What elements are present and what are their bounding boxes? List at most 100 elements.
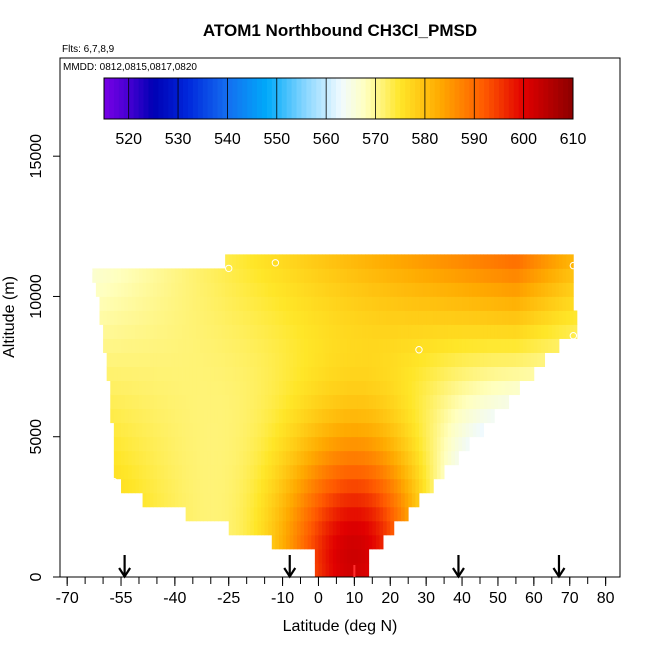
- heatmap-cell: [289, 310, 294, 325]
- heatmap-cell: [426, 310, 431, 325]
- heatmap-cell: [275, 506, 280, 522]
- heatmap-cell: [264, 380, 269, 396]
- heatmap-cell: [221, 380, 226, 396]
- heatmap-cell: [322, 450, 327, 466]
- heatmap-cell: [318, 366, 323, 382]
- heatmap-cell: [541, 324, 546, 339]
- heatmap-cell: [196, 422, 201, 438]
- heatmap-cell: [490, 268, 495, 283]
- heatmap-cell: [365, 394, 370, 410]
- heatmap-cell: [264, 310, 269, 325]
- heatmap-cell: [293, 352, 298, 367]
- heatmap-cell: [296, 324, 301, 339]
- colorbar-swatch: [108, 78, 115, 119]
- heatmap-cell: [131, 478, 136, 494]
- heatmap-cell: [268, 338, 273, 353]
- heatmap-cell: [361, 282, 366, 297]
- heatmap-cell: [235, 338, 240, 353]
- heatmap-cell: [192, 408, 197, 424]
- heatmap-cell: [336, 310, 341, 325]
- heatmap-cell: [354, 324, 359, 339]
- heatmap-cell: [361, 534, 366, 550]
- heatmap-cell: [497, 338, 502, 353]
- heatmap-cell: [189, 394, 194, 410]
- heatmap-cell: [401, 478, 406, 494]
- heatmap-cell: [271, 366, 276, 382]
- heatmap-cell: [192, 450, 197, 466]
- heatmap-cell: [232, 380, 237, 396]
- heatmap-cell: [189, 492, 194, 508]
- heatmap-cell: [447, 338, 452, 353]
- heatmap-cell: [368, 268, 373, 283]
- heatmap-cell: [164, 324, 169, 339]
- heatmap-cell: [304, 352, 309, 367]
- heatmap-cell: [340, 520, 344, 536]
- heatmap-cell: [221, 338, 226, 353]
- colorbar-swatch: [444, 78, 450, 119]
- heatmap-cell: [253, 422, 258, 438]
- heatmap-cell: [555, 282, 560, 297]
- colorbar-swatch: [311, 78, 317, 119]
- heatmap-cell: [307, 506, 312, 522]
- heatmap-cell: [117, 296, 122, 311]
- heatmap-cell: [311, 506, 316, 522]
- heatmap-cell: [314, 394, 319, 410]
- heatmap-cell: [217, 436, 222, 452]
- heatmap-cell: [203, 338, 208, 353]
- heatmap-cell: [375, 380, 380, 396]
- heatmap-cell: [278, 394, 283, 410]
- heatmap-cell: [128, 478, 133, 494]
- heatmap-cell: [117, 380, 122, 396]
- heatmap-cell: [393, 282, 398, 297]
- heatmap-cell: [465, 366, 470, 382]
- heatmap-cell: [440, 324, 445, 339]
- heatmap-cell: [268, 268, 273, 283]
- heatmap-cell: [347, 492, 352, 508]
- heatmap-cell: [386, 478, 391, 494]
- heatmap-cell: [415, 492, 420, 508]
- heatmap-cell: [235, 282, 240, 297]
- heatmap-cell: [444, 436, 449, 452]
- heatmap-cell: [121, 450, 126, 466]
- heatmap-cell: [113, 282, 118, 297]
- heatmap-cell: [418, 282, 423, 297]
- heatmap-cell: [304, 324, 309, 339]
- heatmap-cell: [171, 296, 176, 311]
- heatmap-cell: [332, 562, 337, 578]
- heatmap-cell: [235, 408, 240, 424]
- heatmap-cell: [519, 282, 524, 297]
- heatmap-cell: [404, 422, 409, 438]
- heatmap-cell: [314, 506, 319, 522]
- heatmap-cell: [182, 450, 187, 466]
- heatmap-cell: [347, 478, 352, 494]
- heatmap-cell: [422, 282, 427, 297]
- heatmap-cell: [164, 464, 169, 480]
- heatmap-cell: [235, 436, 240, 452]
- heatmap-cell: [422, 366, 427, 382]
- heatmap-cell: [347, 534, 352, 550]
- heatmap-cell: [361, 254, 366, 269]
- heatmap-cell: [375, 338, 380, 353]
- heatmap-cell: [408, 436, 413, 452]
- heatmap-cell: [228, 296, 233, 311]
- heatmap-cell: [275, 534, 280, 550]
- heatmap-cell: [225, 422, 230, 438]
- heatmap-cell: [189, 422, 194, 438]
- heatmap-cell: [282, 520, 287, 536]
- x-axis: -70 -55 -40 -25 -10 0 10 20 30 40 50 60 70 80: [56, 577, 615, 607]
- heatmap-cell: [465, 268, 470, 283]
- heatmap-cell: [278, 324, 283, 339]
- heatmap-cell: [393, 296, 398, 311]
- heatmap-cell: [225, 268, 230, 283]
- heatmap-cell: [250, 422, 255, 438]
- heatmap-cell: [451, 310, 456, 325]
- heatmap-cell: [182, 408, 187, 424]
- heatmap-cell: [372, 338, 377, 353]
- heatmap-cell: [397, 478, 402, 494]
- heatmap-cell: [322, 562, 327, 578]
- heatmap-cell: [415, 310, 420, 325]
- heatmap-cell: [451, 394, 456, 410]
- heatmap-cell: [533, 282, 538, 297]
- heatmap-cell: [390, 254, 395, 269]
- x-tick-label: 20: [381, 590, 399, 607]
